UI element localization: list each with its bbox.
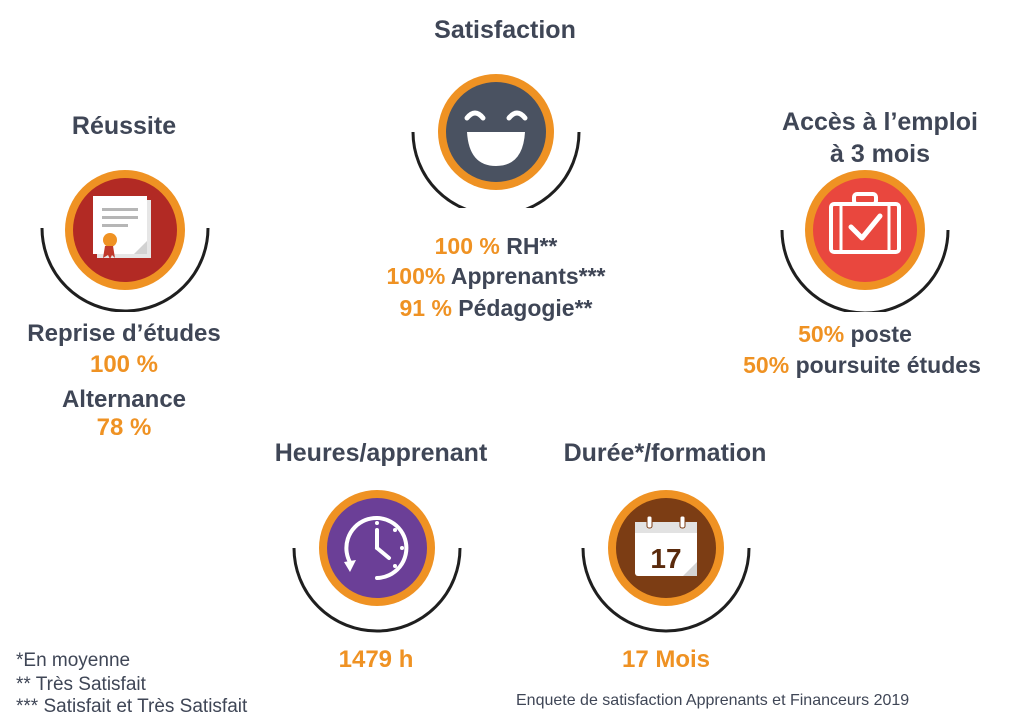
emploi-label: poursuite études: [795, 352, 981, 378]
duree-title: Durée*/formation: [563, 439, 767, 467]
satisfaction-line-rh: 100 % RH**: [380, 233, 612, 260]
satisfaction-title: Satisfaction: [434, 16, 576, 44]
briefcase-check-icon: [780, 170, 950, 312]
emploi-value: 50%: [798, 321, 845, 347]
alternance-value: 78 %: [96, 414, 152, 441]
satisfaction-label: Pédagogie**: [458, 295, 593, 321]
satisfaction-line-apprenants: 100% Apprenants***: [350, 263, 642, 290]
clock-icon: [292, 490, 462, 633]
calendar-icon: 17: [581, 490, 751, 633]
emploi-value: 50%: [743, 352, 790, 378]
calendar-day: 17: [650, 543, 681, 574]
smiley-icon: [411, 74, 581, 208]
emploi-line-poursuite: 50% poursuite études: [706, 352, 1018, 379]
reussite-title: Réussite: [71, 112, 177, 140]
alternance-label: Alternance: [61, 386, 187, 413]
satisfaction-value: 100 %: [434, 233, 500, 259]
satisfaction-line-pedagogie: 91 % Pédagogie**: [370, 295, 622, 322]
emploi-line-poste: 50% poste: [760, 321, 950, 348]
footnote-3: *** Satisfait et Très Satisfait: [16, 696, 248, 717]
certificate-icon: [40, 170, 210, 312]
reprise-label: Reprise d’études: [27, 320, 221, 347]
heures-value: 1479 h: [338, 646, 414, 673]
satisfaction-value: 91 %: [399, 295, 452, 321]
source-note: Enquete de satisfaction Apprenants et Fi…: [516, 692, 910, 709]
reprise-value: 100 %: [89, 351, 159, 378]
duree-value: 17 Mois: [621, 646, 711, 673]
emploi-title-line1: Accès à l’emploi: [782, 108, 978, 136]
heures-title: Heures/apprenant: [274, 439, 488, 467]
satisfaction-label: RH**: [506, 233, 558, 259]
emploi-label: poste: [850, 321, 912, 347]
emploi-title-line2: à 3 mois: [829, 140, 931, 168]
footnote-2: ** Très Satisfait: [16, 674, 146, 695]
satisfaction-value: 100%: [386, 263, 446, 289]
footnote-1: *En moyenne: [16, 650, 131, 671]
satisfaction-label: Apprenants***: [450, 263, 606, 289]
